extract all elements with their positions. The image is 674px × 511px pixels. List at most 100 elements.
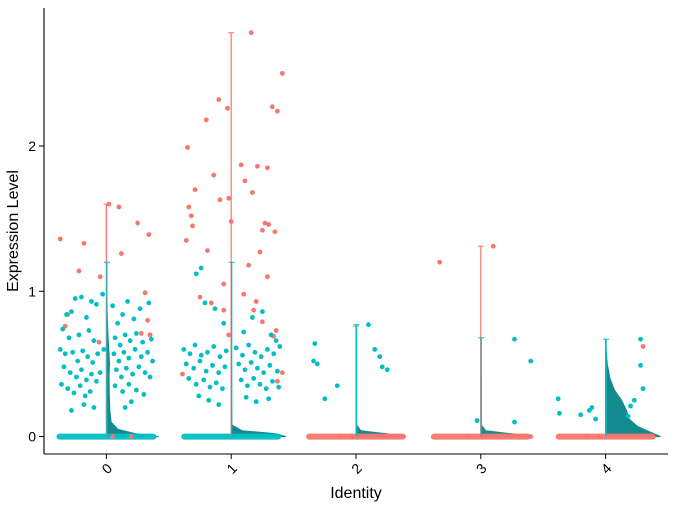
- data-point: [126, 355, 132, 361]
- data-point: [116, 358, 122, 364]
- data-point: [147, 332, 153, 338]
- data-point: [314, 361, 320, 367]
- data-point: [264, 274, 270, 280]
- data-point: [255, 365, 260, 371]
- x-tick-label: 0: [98, 460, 115, 477]
- data-point: [221, 320, 227, 326]
- data-point: [186, 204, 192, 210]
- data-point: [248, 30, 254, 36]
- data-point: [266, 222, 272, 227]
- data-point: [267, 362, 273, 368]
- data-point: [212, 306, 218, 312]
- data-point: [377, 354, 383, 360]
- data-point: [216, 402, 222, 408]
- data-point: [208, 300, 214, 306]
- data-point: [337, 434, 343, 439]
- data-point: [136, 364, 142, 370]
- data-point: [113, 367, 119, 373]
- data-point: [197, 294, 203, 300]
- data-point: [120, 312, 126, 317]
- violin-shape: [480, 337, 531, 438]
- data-point: [128, 399, 134, 405]
- data-point: [245, 383, 250, 389]
- data-point: [205, 349, 210, 355]
- data-point: [238, 162, 244, 168]
- data-point: [192, 187, 198, 192]
- data-point: [512, 419, 517, 425]
- data-point: [216, 370, 222, 376]
- x-axis-label: Identity: [330, 485, 382, 502]
- data-point: [274, 368, 280, 374]
- data-point: [240, 352, 245, 358]
- y-tick-label: 1: [28, 283, 36, 299]
- data-point: [148, 336, 154, 342]
- violin-shape: [355, 324, 406, 438]
- data-point: [242, 367, 248, 373]
- data-point: [138, 331, 144, 336]
- data-point: [349, 434, 355, 439]
- data-point: [90, 360, 96, 365]
- data-point: [140, 339, 145, 345]
- data-point: [127, 338, 133, 344]
- data-point: [250, 190, 255, 195]
- data-point: [243, 394, 249, 400]
- data-point: [269, 104, 275, 110]
- data-point: [89, 299, 94, 304]
- data-point: [120, 389, 126, 394]
- x-tick-label: 2: [348, 460, 365, 477]
- y-tick-label: 2: [28, 138, 36, 154]
- data-point: [210, 362, 215, 368]
- data-point: [268, 332, 274, 338]
- data-point: [190, 223, 195, 229]
- data-point: [233, 345, 239, 351]
- data-point: [246, 262, 252, 268]
- data-point: [142, 290, 148, 296]
- data-point: [122, 332, 128, 338]
- data-point: [589, 405, 595, 410]
- data-point: [196, 393, 202, 399]
- data-point: [76, 332, 82, 338]
- data-point: [82, 393, 88, 399]
- data-point: [236, 361, 242, 367]
- data-point: [437, 259, 443, 265]
- data-point: [384, 367, 390, 373]
- data-point: [62, 351, 68, 357]
- data-point: [322, 396, 328, 402]
- y-ticks: 0 1 2: [28, 138, 44, 445]
- data-point: [238, 377, 244, 383]
- data-point: [260, 309, 265, 315]
- data-point: [65, 386, 71, 392]
- data-point: [100, 291, 106, 297]
- data-point: [186, 376, 192, 381]
- y-axis-label: Expression Level: [5, 170, 22, 292]
- data-point: [130, 371, 136, 377]
- data-point: [70, 349, 76, 355]
- data-point: [133, 331, 139, 336]
- data-point: [193, 381, 199, 387]
- data-point: [198, 265, 204, 271]
- data-point: [638, 362, 643, 368]
- data-point: [59, 381, 64, 387]
- data-point: [638, 434, 643, 439]
- data-point: [86, 328, 92, 333]
- data-point: [211, 172, 217, 178]
- data-point: [465, 434, 471, 439]
- data-point: [241, 291, 247, 297]
- data-point: [253, 399, 259, 405]
- data-point: [264, 165, 270, 171]
- data-point: [97, 274, 103, 280]
- data-point: [145, 317, 150, 323]
- data-point: [512, 336, 517, 342]
- data-point: [125, 299, 131, 304]
- data-point: [528, 358, 534, 364]
- data-point: [180, 371, 185, 377]
- data-point: [596, 434, 602, 439]
- data-point: [625, 413, 631, 419]
- data-point: [217, 354, 223, 360]
- data-point: [273, 328, 279, 333]
- data-point: [61, 364, 67, 370]
- data-point: [474, 418, 480, 423]
- data-point: [276, 384, 282, 390]
